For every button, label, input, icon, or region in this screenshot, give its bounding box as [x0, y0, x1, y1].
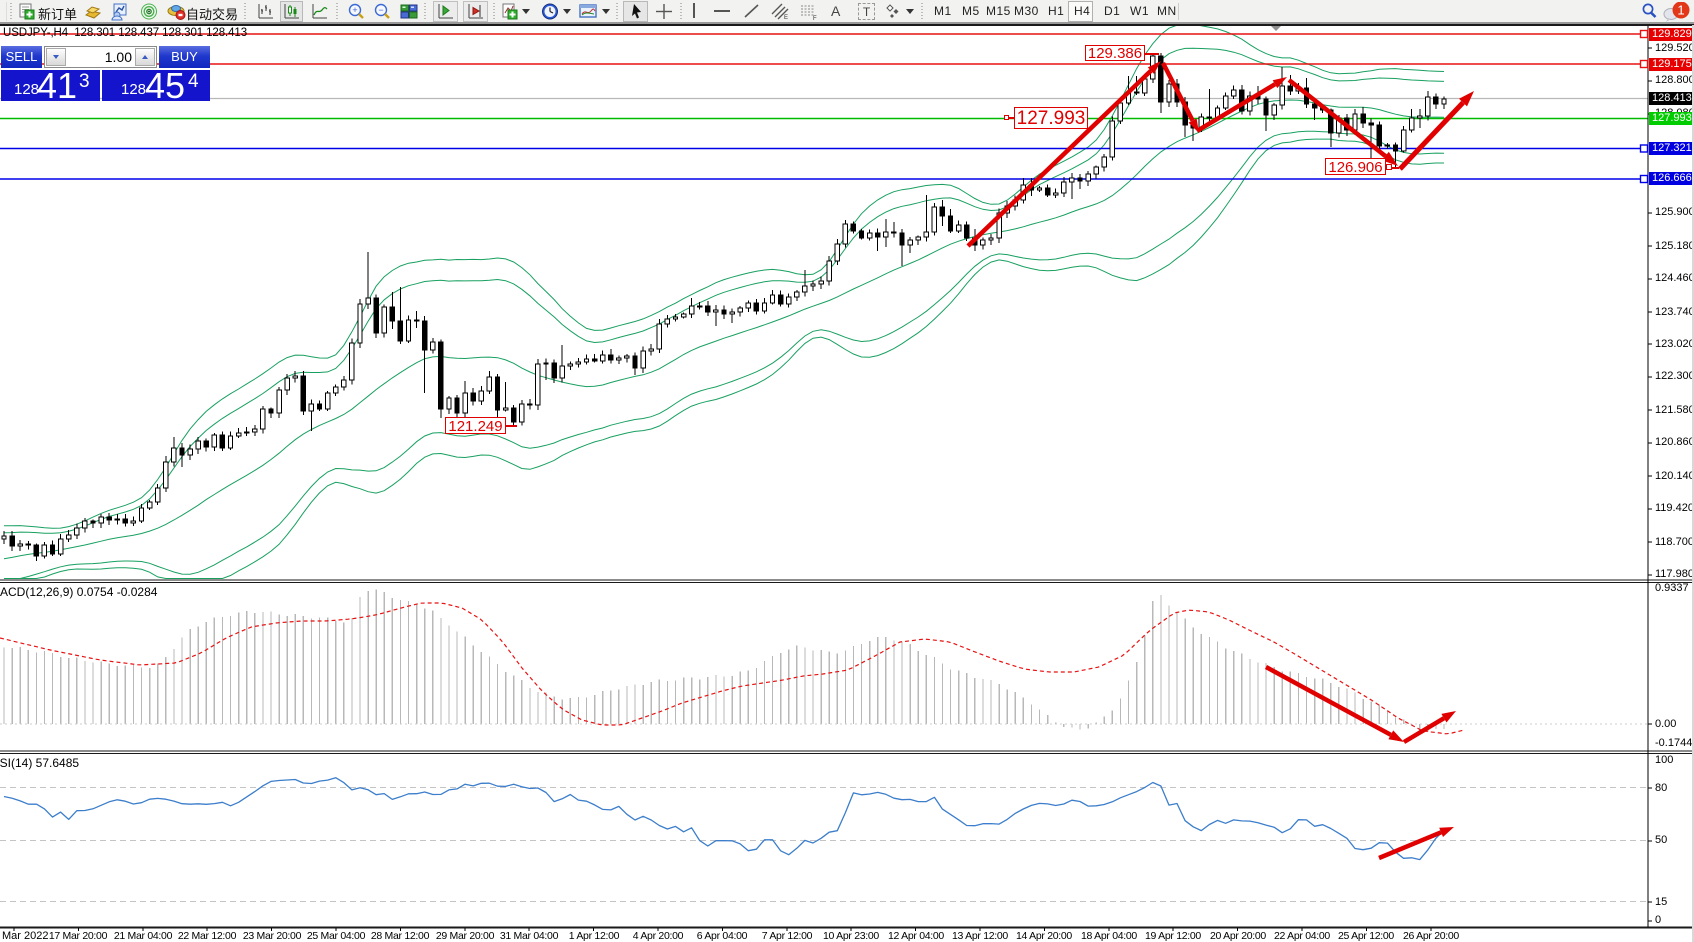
svg-text:−: −	[378, 5, 383, 15]
svg-text:+: +	[352, 5, 357, 15]
svg-text:1: 1	[1677, 3, 1684, 18]
svg-text:E: E	[784, 15, 788, 21]
svg-text:F: F	[813, 16, 817, 21]
